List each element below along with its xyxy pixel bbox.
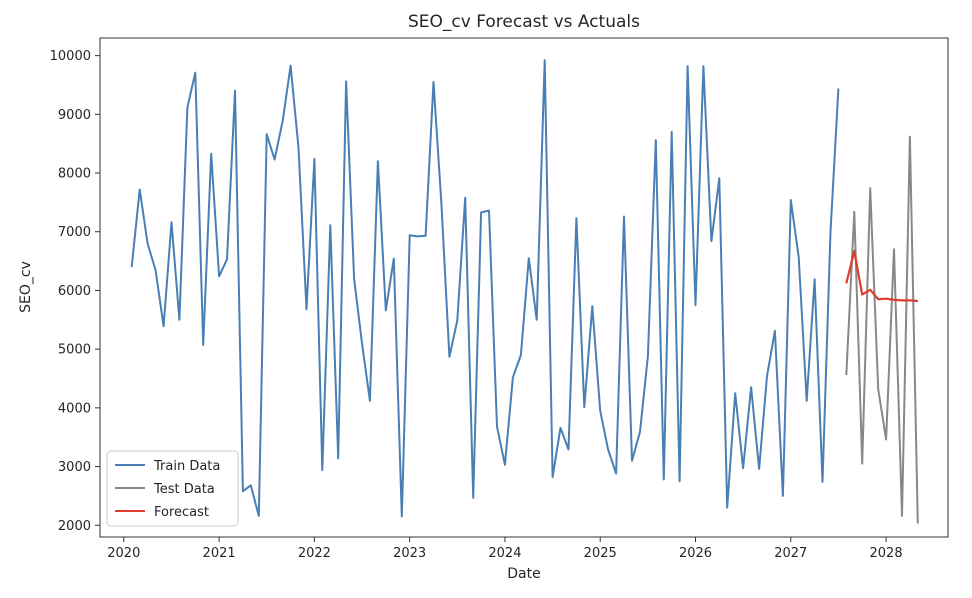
y-tick-label: 8000 — [58, 167, 91, 182]
x-tick-label: 2020 — [107, 546, 140, 561]
x-tick-label: 2024 — [488, 546, 521, 561]
axes-ticks: 2020 2021 2022 2023 2024 2025 2026 2027 2028 2000… — [50, 49, 903, 561]
legend-label: Test Data — [153, 482, 215, 497]
x-tick-label: 2025 — [584, 546, 617, 561]
series-line-train-data — [130, 59, 840, 518]
series-line-test-data — [845, 135, 919, 524]
legend-box — [106, 450, 239, 527]
y-tick-label: 9000 — [58, 108, 91, 123]
y-axis-label: SEO_cv — [18, 261, 34, 313]
y-tick-label: 2000 — [58, 519, 91, 534]
series-line-forecast — [845, 250, 918, 303]
x-tick-label: 2027 — [774, 546, 807, 561]
x-tick-label: 2022 — [298, 546, 331, 561]
x-tick-label: 2021 — [203, 546, 236, 561]
x-axis-label: Date — [507, 566, 540, 582]
y-tick-label: 6000 — [58, 284, 91, 299]
legend: Train Data Test Data Forecast — [106, 450, 239, 527]
y-tick-label: 5000 — [58, 343, 91, 358]
legend-label: Train Data — [153, 459, 220, 474]
x-tick-label: 2023 — [393, 546, 426, 561]
y-tick-label: 3000 — [58, 460, 91, 475]
chart-title: SEO_cv Forecast vs Actuals — [408, 12, 640, 32]
x-tick-label: 2026 — [679, 546, 712, 561]
y-tick-label: 10000 — [50, 49, 91, 64]
y-tick-label: 4000 — [58, 401, 91, 416]
y-tick-label: 7000 — [58, 225, 91, 240]
legend-label: Forecast — [154, 505, 209, 520]
x-tick-label: 2028 — [870, 546, 903, 561]
series-layer — [130, 59, 919, 524]
plot-frame — [99, 37, 949, 538]
